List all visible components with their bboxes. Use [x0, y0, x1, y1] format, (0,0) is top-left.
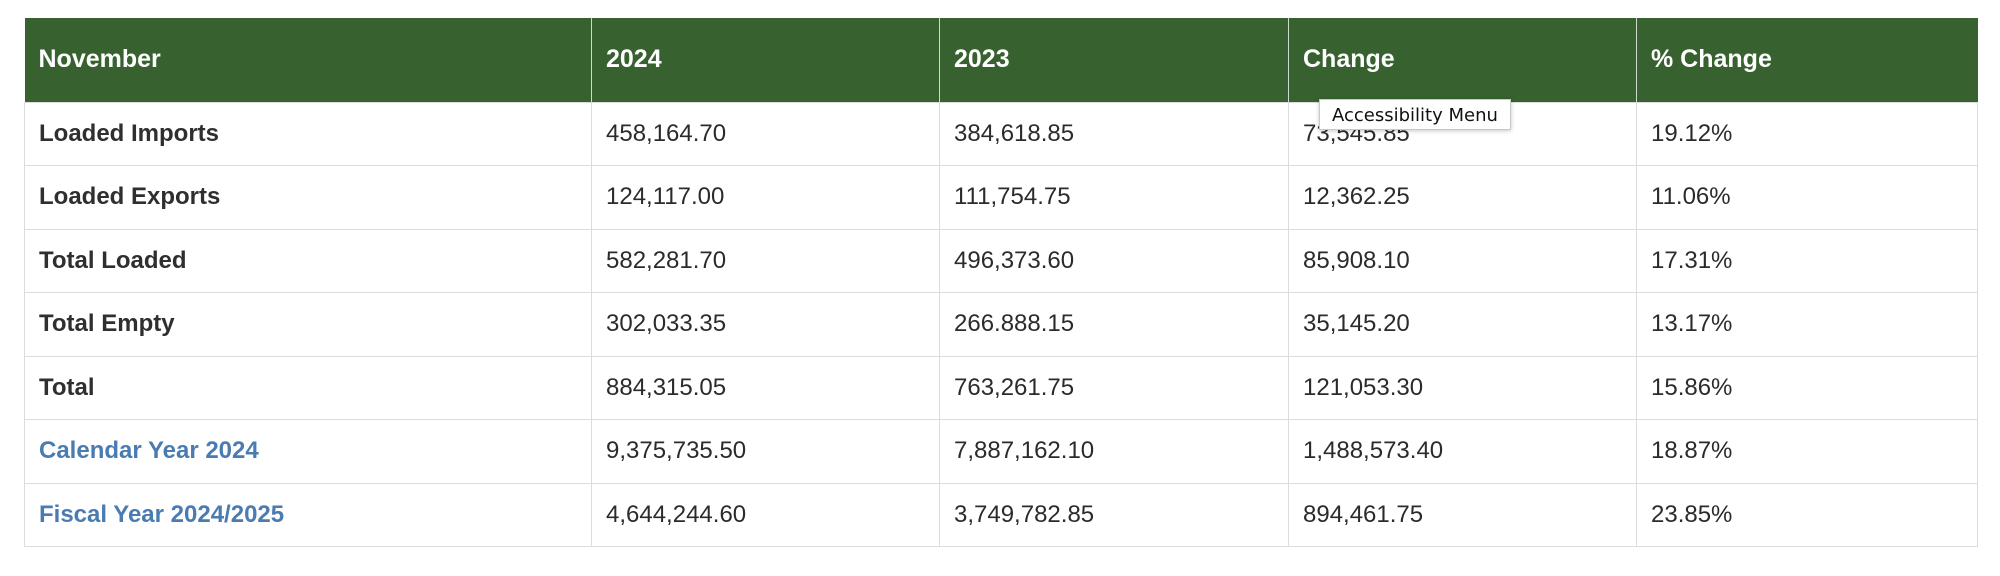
value-percent-change: 18.87%: [1636, 419, 1978, 484]
value-2024: 9,375,735.50: [591, 419, 940, 484]
value-2024: 4,644,244.60: [591, 482, 940, 547]
row-label: Total Empty: [24, 292, 592, 357]
value-2023: 111,754.75: [939, 165, 1289, 230]
value-2024: 884,315.05: [591, 355, 940, 420]
value-change: 12,362.25: [1288, 165, 1637, 230]
value-change: 1,488,573.40: [1288, 419, 1637, 484]
header-month: November: [24, 18, 592, 102]
table-row: Calendar Year 2024 9,375,735.50 7,887,162.…: [24, 419, 1978, 484]
header-percent-change: % Change: [1636, 18, 1978, 102]
header-year-2024: 2024: [591, 18, 940, 102]
value-change: 35,145.20: [1288, 292, 1637, 357]
value-percent-change: 19.12%: [1636, 101, 1978, 166]
value-2023: 266.888.15: [939, 292, 1289, 357]
container-stats-table: November 2024 2023 Change % Change Loade…: [24, 18, 1978, 547]
header-year-2023: 2023: [939, 18, 1289, 102]
row-label: Total Loaded: [24, 228, 592, 293]
value-2023: 384,618.85: [939, 101, 1289, 166]
value-change: 894,461.75: [1288, 482, 1637, 547]
value-2023: 496,373.60: [939, 228, 1289, 293]
value-2024: 302,033.35: [591, 292, 940, 357]
value-2023: 763,261.75: [939, 355, 1289, 420]
row-label-link[interactable]: Calendar Year 2024: [24, 419, 592, 484]
value-2024: 582,281.70: [591, 228, 940, 293]
table-row: Total Loaded 582,281.70 496,373.60 85,908.1…: [24, 228, 1978, 293]
value-percent-change: 11.06%: [1636, 165, 1978, 230]
table-header: November 2024 2023 Change % Change: [24, 18, 1978, 102]
value-2024: 124,117.00: [591, 165, 940, 230]
value-change: 85,908.10: [1288, 228, 1637, 293]
value-2023: 3,749,782.85: [939, 482, 1289, 547]
header-row: November 2024 2023 Change % Change: [24, 18, 1978, 102]
value-change: 121,053.30: [1288, 355, 1637, 420]
value-percent-change: 13.17%: [1636, 292, 1978, 357]
value-2023: 7,887,162.10: [939, 419, 1289, 484]
value-percent-change: 17.31%: [1636, 228, 1978, 293]
table-row: Loaded Imports 458,164.70 384,618.85 73,545…: [24, 101, 1978, 166]
value-2024: 458,164.70: [591, 101, 940, 166]
table-row: Total Empty 302,033.35 266.888.15 35,145.20…: [24, 292, 1978, 357]
table-row: Total 884,315.05 763,261.75 121,053.30 15.86…: [24, 355, 1978, 420]
accessibility-menu-tooltip: Accessibility Menu: [1319, 99, 1511, 130]
row-label-link[interactable]: Fiscal Year 2024/2025: [24, 482, 592, 547]
row-label: Loaded Imports: [24, 101, 592, 166]
header-change: Change: [1288, 18, 1637, 102]
table-row: Loaded Exports 124,117.00 111,754.75 12,362…: [24, 165, 1978, 230]
table-row: Fiscal Year 2024/2025 4,644,244.60 3,749,7…: [24, 482, 1978, 547]
value-percent-change: 23.85%: [1636, 482, 1978, 547]
row-label: Total: [24, 355, 592, 420]
row-label: Loaded Exports: [24, 165, 592, 230]
table-body: Loaded Imports 458,164.70 384,618.85 73,545…: [24, 101, 1978, 547]
value-percent-change: 15.86%: [1636, 355, 1978, 420]
